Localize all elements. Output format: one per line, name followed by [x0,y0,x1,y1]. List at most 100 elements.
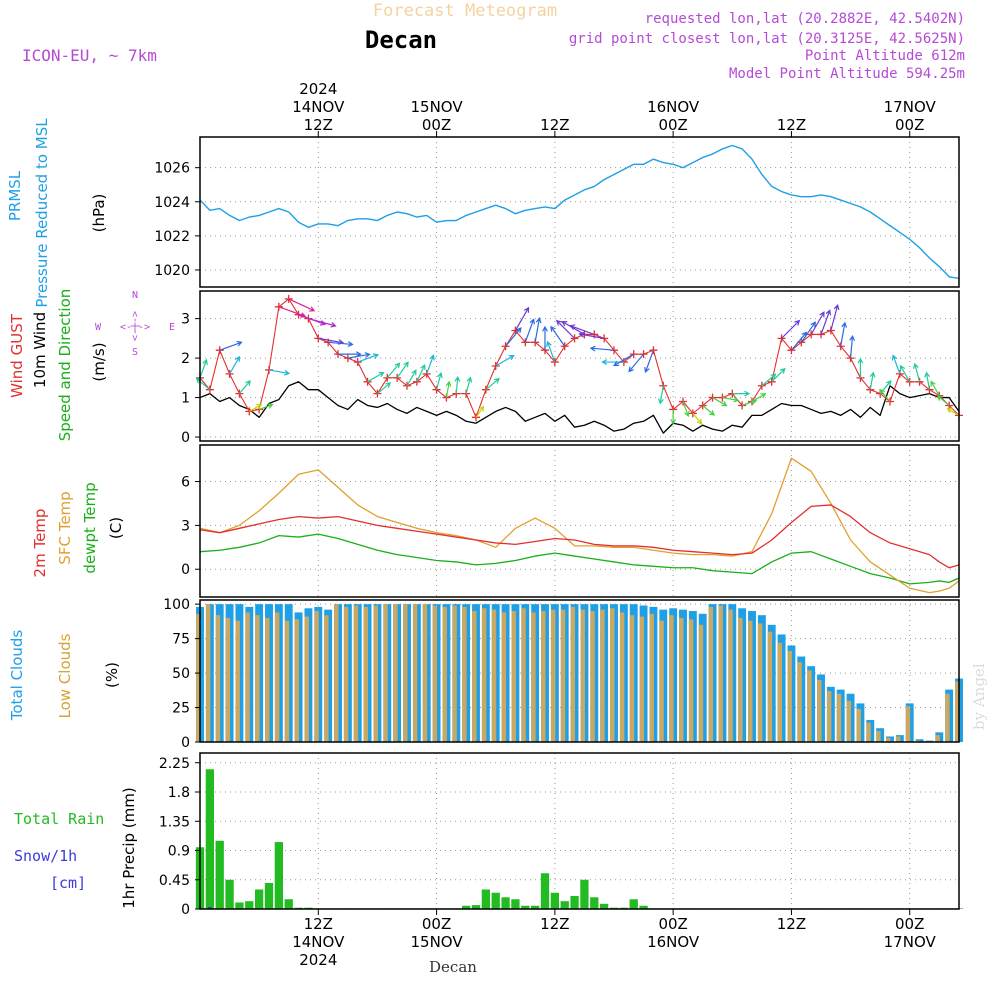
gust-marker [403,381,411,390]
model-label: ICON-EU, ~ 7km [22,46,157,65]
low-cloud-bar [403,604,408,742]
wind-direction-arrow [946,408,960,416]
low-cloud-bar [393,604,398,742]
wind-direction-arrow [899,364,911,383]
gust-marker [472,413,480,422]
wind-direction-arrow [495,354,515,367]
panel-frame-temperature [199,444,960,598]
time-label-bottom: 00Z [895,915,924,933]
model-altitude: Model Point Altitude 594.25m [729,66,965,82]
wind-direction-arrow [367,371,385,383]
t2m-line [199,504,960,569]
precip-axis-label: 1hr Precip (mm) [120,787,138,908]
rain-bar [511,899,520,909]
data-layer [195,144,964,909]
time-label-top: 2024 [299,80,337,98]
low-cloud-bar [679,617,684,742]
low-cloud-bar [363,606,369,742]
wind-direction-arrow [741,399,758,407]
pressure-label: (hPa) [90,194,108,233]
low-cloud-bar [698,624,704,742]
rain-legend: Total Rain [14,810,104,828]
low-cloud-bar [383,604,388,742]
wind-direction-arrow [924,371,931,390]
low-cloud-bar [412,604,418,742]
low-cloud-bar [905,706,911,742]
panel-frame-clouds [199,599,960,743]
snow-unit-legend: [cm] [50,874,86,892]
compass-ew-arrows: <-|-> [120,322,150,333]
wind-direction-arrow [550,325,566,347]
low-cloud-bar [491,609,497,742]
low-cloud-bar [432,605,438,742]
wind-direction-arrow [578,331,605,339]
time-label-top: 12Z [540,116,569,134]
y-tick-label-temperature: 3 [181,518,190,534]
wind-direction-arrow [702,405,716,416]
low-cloud-bar [550,609,556,742]
low-cloud-bar [452,605,457,742]
wind-direction-arrow [840,321,848,347]
y-tick-label-precipitation: 2.25 [159,756,190,772]
wind-direction-arrow [751,393,767,403]
wind-direction-arrow [328,341,354,347]
low-cloud-bar [895,736,901,742]
time-label-bottom: 2024 [299,951,337,969]
low-cloud-bar [521,608,526,742]
gust-marker [274,302,283,311]
rain-bar [225,879,234,909]
wind-label: Speed and Direction [56,289,74,442]
low-cloud-bar [767,631,773,742]
rain-bar [205,769,214,909]
low-cloud-bar [807,670,812,742]
compass-ns-arrows: <-|-> [130,311,141,341]
wind-label: 10m Wind [31,312,49,388]
dewpoint-line [199,533,960,585]
snow-bar [207,907,212,909]
low-cloud-bar [846,700,852,742]
location-title: Decan [365,26,437,54]
sfc-temp-line [199,457,960,594]
gust-marker [491,362,500,370]
y-tick-label-precipitation: 0 [181,902,190,918]
wind-direction-arrow [357,353,380,363]
wind-direction-arrow [800,321,816,343]
rain-bar [560,901,569,909]
y-tick-label-precipitation: 0.45 [159,873,190,889]
low-cloud-bar [215,615,221,742]
wind-direction-arrow [879,388,891,402]
wind-direction-arrow [524,318,535,343]
rain-bar [600,903,609,909]
time-label-bottom: 15NOV [411,933,464,951]
point-altitude: Point Altitude 612m [805,48,965,64]
low-cloud-bar [826,690,832,742]
rain-bar [580,879,589,909]
wind-direction-arrow [347,352,371,359]
low-cloud-bar [274,612,280,742]
time-label-top: 15NOV [411,98,464,116]
gust-marker [284,294,293,303]
time-label-top: 12Z [777,116,806,134]
low-cloud-bar [343,606,349,742]
wind-direction-arrow [613,353,635,367]
wind-direction-arrow [308,318,337,328]
wind-direction-arrow [849,334,856,359]
low-cloud-bar [817,679,822,742]
low-cloud-bar [442,606,447,742]
y-tick-label-clouds: 25 [172,701,190,717]
rain-bar [629,899,638,909]
wind-speed-line [199,381,960,434]
wind-direction-arrow [682,401,690,418]
grid-layer [200,137,959,910]
low-cloud-bar [481,608,487,742]
wind-direction-arrow [761,373,777,387]
wind-direction-arrow [820,309,832,335]
low-cloud-bar [757,623,763,742]
y-tick-label-clouds: 0 [181,735,190,751]
wind-direction-arrow [406,369,417,387]
time-label-bottom: 16NOV [647,933,700,951]
rain-bar [462,905,471,909]
time-label-bottom: 12Z [540,915,569,933]
time-label-top: 16NOV [647,98,700,116]
